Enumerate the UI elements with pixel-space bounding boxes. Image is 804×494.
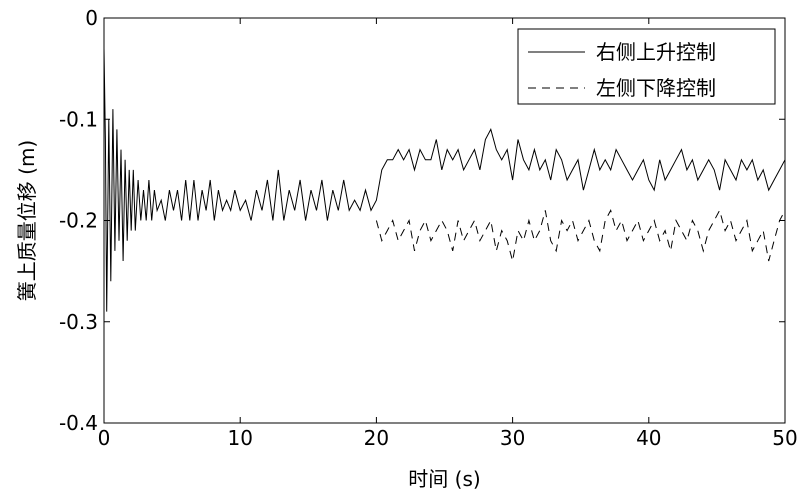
legend: 右侧上升控制 左侧下降控制 [517,28,776,105]
legend-label-series-2: 左侧下降控制 [596,76,716,100]
y-tick-label: -0.3 [59,310,98,334]
x-tick-label: 30 [500,426,525,450]
legend-label-series-1: 右侧上升控制 [596,40,716,64]
legend-box [517,28,776,105]
x-tick-label: 0 [98,426,111,450]
y-tick-label: -0.4 [59,411,98,435]
x-tick-label: 10 [227,426,252,450]
y-tick-label: 0 [85,6,98,30]
series-layer [103,48,786,312]
ticks-layer: 0 10 20 30 40 50 0 -0.1 -0.2 -0.3 -0.4 [59,6,798,450]
x-tick-label: 20 [364,426,389,450]
y-tick-label: -0.1 [59,107,98,131]
y-tick-label: -0.2 [59,209,98,233]
series-line-2 [375,209,786,262]
series-line-1 [103,48,786,312]
x-tick-label: 50 [772,426,797,450]
x-axis-label: 时间 (s) [408,467,480,491]
x-tick-label: 40 [636,426,661,450]
y-axis-label: 簧上质量位移 (m) [15,140,39,301]
